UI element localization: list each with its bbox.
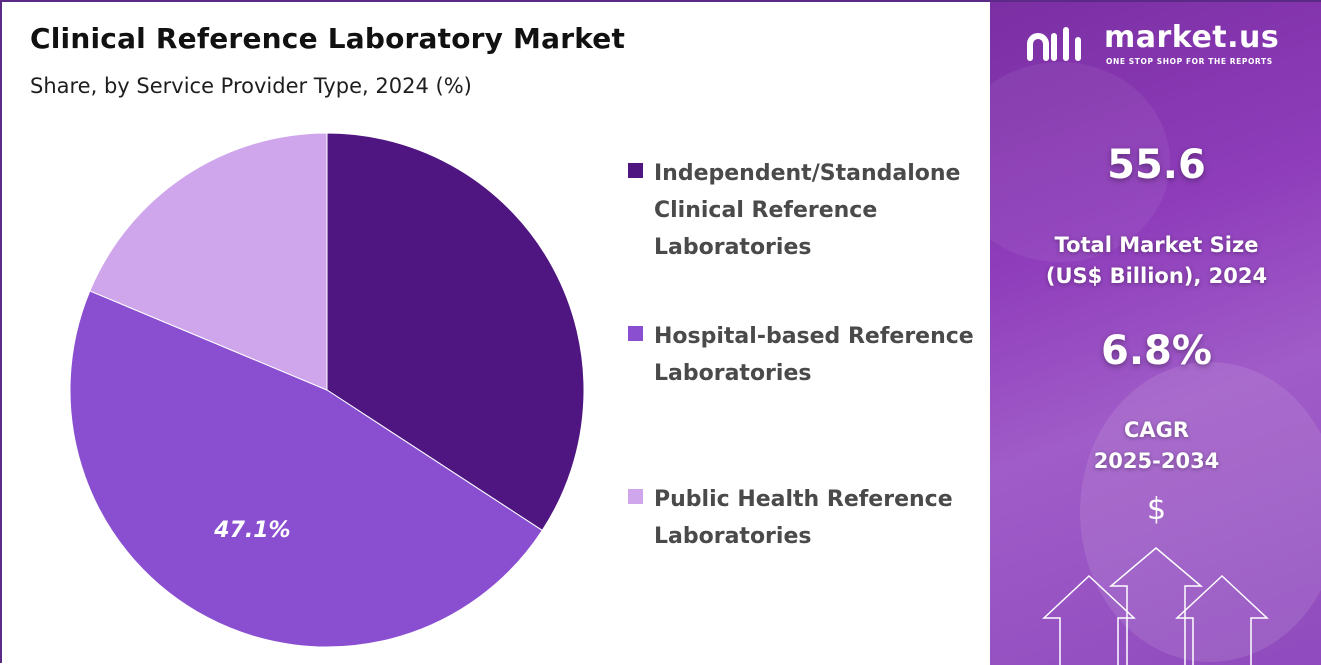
pie-chart: 47.1%: [69, 132, 585, 648]
background-glow: [1080, 362, 1321, 662]
market-size-label-line2: (US$ Billion), 2024: [1045, 264, 1268, 288]
legend-label: Public Health Reference Laboratories: [654, 487, 953, 549]
pie-slice-0: [326, 132, 585, 532]
cagr-period: 2025-2034: [1093, 449, 1220, 473]
legend-swatch: [628, 489, 643, 504]
brand-name: market.us: [1104, 20, 1280, 55]
legend-label: Hospital-based Reference Laboratories: [654, 324, 974, 386]
background-glow: [990, 62, 1170, 262]
cagr-label: CAGR: [1123, 418, 1190, 442]
brand-logo[interactable]: market.us ONE STOP SHOP FOR THE REPORTS: [1026, 20, 1296, 72]
market-size-value: 55.6: [1107, 142, 1206, 188]
stats-sidebar: market.us ONE STOP SHOP FOR THE REPORTS …: [990, 2, 1321, 665]
legend-swatch: [628, 163, 643, 178]
up-arrow-icon: [1175, 574, 1269, 665]
legend-label: Independent/Standalone Clinical Referenc…: [654, 161, 961, 260]
brand-tagline: ONE STOP SHOP FOR THE REPORTS: [1106, 57, 1273, 66]
up-arrow-icon: [1108, 547, 1204, 665]
dollar-icon: $: [1146, 492, 1167, 527]
up-arrow-icon: [1042, 574, 1136, 665]
market-us-logo-icon: [1027, 27, 1081, 61]
pie-data-label-1: 47.1%: [213, 518, 290, 543]
growth-arrows: [1042, 547, 1269, 665]
pie-slice-2: [89, 132, 328, 391]
pie-slice-1: [69, 290, 543, 648]
chart-title: Clinical Reference Laboratory Market: [30, 22, 626, 55]
legend-swatch: [628, 326, 643, 341]
cagr-value: 6.8%: [1101, 328, 1212, 374]
chart-panel: Clinical Reference Laboratory Market Sha…: [2, 2, 990, 665]
chart-subtitle: Share, by Service Provider Type, 2024 (%…: [30, 74, 472, 98]
market-size-label-line1: Total Market Size: [1054, 233, 1259, 257]
